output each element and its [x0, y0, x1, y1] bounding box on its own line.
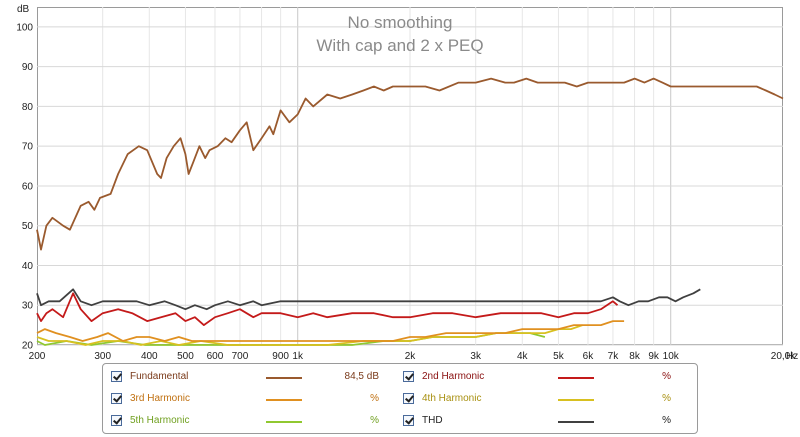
- legend-label: 5th Harmonic: [130, 415, 190, 426]
- y-unit-label: dB: [17, 4, 30, 15]
- legend-value: %: [370, 415, 379, 426]
- x-tick-label: 4k: [517, 351, 529, 362]
- series-line-2nd-harmonic: [36, 292, 619, 326]
- y-tick-label: 30: [22, 301, 34, 312]
- series-line-thd: [36, 288, 701, 311]
- y-tick-labels: 20 30 40 50 60 70 80 90 100: [16, 22, 33, 351]
- legend-item: Fundamental 84,5 dB: [111, 369, 401, 387]
- x-tick-label: 600: [207, 351, 224, 362]
- x-tick-label: 20,0k: [771, 351, 796, 362]
- legend-panel: Fundamental 84,5 dB 2nd Harmonic% 3rd Harmo…: [102, 363, 698, 434]
- x-tick-label: 500: [177, 351, 194, 362]
- legend-label: Fundamental: [130, 371, 189, 382]
- legend-swatch: [266, 399, 302, 401]
- legend-label: 4th Harmonic: [422, 393, 482, 404]
- x-tick-label: 6k: [583, 351, 595, 362]
- x-tick-label: 2k: [405, 351, 417, 362]
- legend-value: %: [662, 371, 671, 382]
- legend-swatch: [558, 377, 594, 379]
- x-tick-label: 400: [141, 351, 158, 362]
- grid-lines: [37, 7, 783, 346]
- x-tick-label: 10k: [663, 351, 680, 362]
- x-tick-label: 5k: [553, 351, 565, 362]
- legend-checkbox[interactable]: [403, 371, 414, 382]
- legend-value: 84,5 dB: [344, 371, 379, 382]
- legend-value: %: [662, 415, 671, 426]
- legend-label: 3rd Harmonic: [130, 393, 191, 404]
- x-tick-label: 900: [272, 351, 289, 362]
- legend-checkbox[interactable]: [111, 393, 122, 404]
- legend-value: %: [370, 393, 379, 404]
- x-unit-label: Hz: [786, 351, 798, 362]
- legend-item: THD%: [403, 413, 693, 431]
- x-tick-label: 300: [94, 351, 111, 362]
- y-tick-label: 90: [22, 62, 34, 73]
- x-tick-label: 8k: [629, 351, 641, 362]
- chart-subtitle: With cap and 2 x PEQ: [316, 36, 483, 55]
- chart-title: No smoothing: [348, 13, 453, 32]
- x-tick-label: 7k: [608, 351, 620, 362]
- legend-swatch: [266, 421, 302, 423]
- y-tick-label: 50: [22, 221, 34, 232]
- x-tick-labels: 200 300 400 500 600 700 900 1k 2k 3k 4k 5k 6k 7k 8k 9k 1…: [29, 351, 797, 362]
- chart-canvas: 20 30 40 50 60 70 80 90 100 200 300 400 500 600 700 90…: [16, 4, 798, 362]
- legend-label: THD: [422, 415, 443, 426]
- legend-item: 3rd Harmonic%: [111, 391, 401, 409]
- legend-checkbox[interactable]: [111, 415, 122, 426]
- x-tick-label: 1k: [292, 351, 304, 362]
- series-line-3rd-harmonic: [36, 320, 625, 342]
- y-tick-label: 100: [16, 22, 33, 33]
- series-line-fundamental: [36, 77, 784, 251]
- legend-checkbox[interactable]: [403, 393, 414, 404]
- series-line-4th-harmonic: [36, 324, 583, 346]
- y-tick-label: 70: [22, 142, 34, 153]
- x-tick-label: 200: [29, 351, 46, 362]
- legend-value: %: [662, 393, 671, 404]
- x-tick-label: 3k: [470, 351, 482, 362]
- y-tick-label: 60: [22, 181, 34, 192]
- legend-label: 2nd Harmonic: [422, 371, 485, 382]
- legend-checkbox[interactable]: [403, 415, 414, 426]
- legend-item: 5th Harmonic%: [111, 413, 401, 431]
- x-tick-label: 700: [232, 351, 249, 362]
- legend-swatch: [266, 377, 302, 379]
- y-tick-label: 80: [22, 102, 34, 113]
- legend-item: 2nd Harmonic%: [403, 369, 693, 387]
- legend-swatch: [558, 399, 594, 401]
- legend-checkbox[interactable]: [111, 371, 122, 382]
- y-tick-label: 20: [22, 341, 34, 352]
- legend-swatch: [558, 421, 594, 423]
- y-tick-label: 40: [22, 261, 34, 272]
- x-tick-label: 9k: [648, 351, 660, 362]
- legend-item: 4th Harmonic%: [403, 391, 693, 409]
- series-lines: [36, 77, 784, 346]
